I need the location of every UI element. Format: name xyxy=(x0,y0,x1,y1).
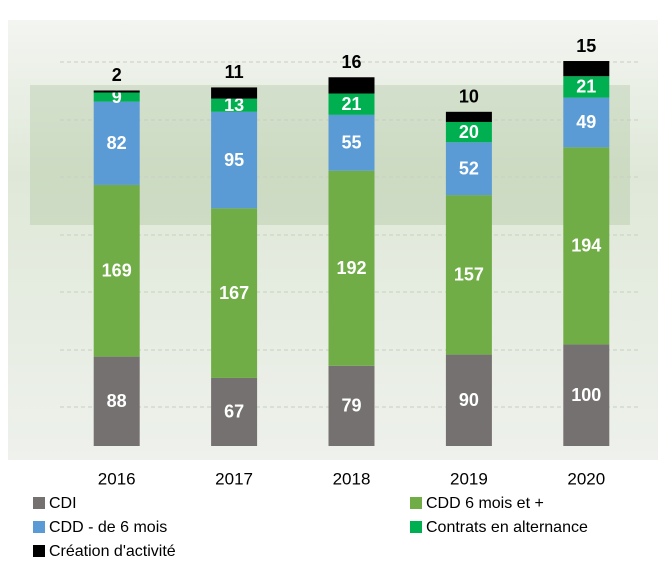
legend-swatch xyxy=(410,497,422,509)
x-tick-label: 2017 xyxy=(215,469,253,488)
value-label: 11 xyxy=(225,62,244,82)
value-label: 55 xyxy=(341,133,361,153)
x-tick-label: 2020 xyxy=(567,469,605,488)
value-label: 67 xyxy=(224,402,244,422)
bar-segment xyxy=(94,90,140,92)
x-tick-label: 2016 xyxy=(98,469,136,488)
value-label: 95 xyxy=(224,150,244,170)
value-label: 167 xyxy=(219,283,249,303)
value-label: 10 xyxy=(459,87,479,107)
bar-segment xyxy=(563,61,609,76)
value-label: 2 xyxy=(112,65,122,85)
value-label: 49 xyxy=(576,112,596,132)
legend-swatch xyxy=(410,521,422,533)
legend-swatch xyxy=(33,521,45,533)
legend-swatch xyxy=(33,497,45,509)
value-label: 88 xyxy=(107,391,127,411)
value-label: 157 xyxy=(454,265,484,285)
legend-swatch xyxy=(33,545,45,557)
bar-segment xyxy=(446,112,492,122)
value-label: 90 xyxy=(459,390,479,410)
chart: 8816982922016671679513112017791925521162… xyxy=(0,0,665,564)
value-label: 82 xyxy=(107,133,127,153)
x-tick-label: 2018 xyxy=(333,469,371,488)
bar-segment xyxy=(329,77,375,93)
value-label: 9 xyxy=(112,87,122,107)
value-label: 20 xyxy=(459,122,479,142)
x-tick-label: 2019 xyxy=(450,469,488,488)
value-label: 192 xyxy=(336,258,366,278)
value-label: 169 xyxy=(102,261,132,281)
value-label: 52 xyxy=(459,158,479,178)
legend-label: CDD - de 6 mois xyxy=(49,519,167,536)
value-label: 21 xyxy=(341,94,361,114)
legend-label: Contrats en alternance xyxy=(426,519,588,536)
legend-label: Création d'activité xyxy=(49,543,176,560)
value-label: 21 xyxy=(576,77,596,97)
bar-segment xyxy=(211,87,257,98)
value-label: 100 xyxy=(571,385,601,405)
value-label: 15 xyxy=(576,36,596,56)
value-label: 79 xyxy=(341,396,361,416)
legend-label: CDD 6 mois et + xyxy=(426,495,544,512)
value-label: 16 xyxy=(341,52,361,72)
legend-label: CDI xyxy=(49,495,77,512)
value-label: 194 xyxy=(571,236,601,256)
